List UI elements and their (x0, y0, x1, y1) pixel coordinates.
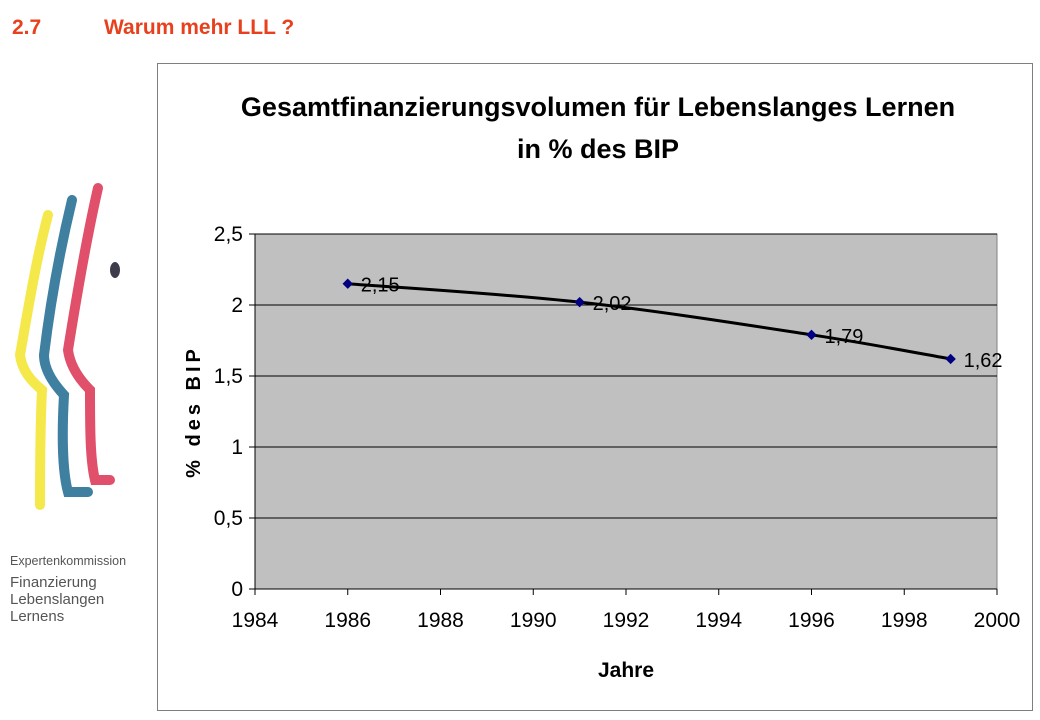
data-point-marker (806, 329, 817, 341)
x-tick-label: 1998 (881, 609, 928, 632)
section-title: Warum mehr LLL ? (104, 16, 295, 39)
axes: 0 0,5 1 1,5 2 2,5 1984 1986 1988 1990 1992 1994 1996… (214, 223, 1021, 632)
section-number: 2.7 (12, 16, 42, 39)
x-tick-label: 1994 (695, 609, 742, 632)
logo-line-4: Lernens (10, 608, 65, 625)
y-tick-label: 1 (231, 436, 243, 459)
data-label: 2,02 (593, 293, 632, 315)
x-tick-label: 1990 (510, 609, 557, 632)
chart-title-line-1: Gesamtfinanzierungsvolumen für Lebenslan… (241, 92, 955, 122)
y-tick-label: 0 (231, 578, 243, 601)
logo-line-1: Expertenkommission (10, 554, 127, 568)
data-point-marker (945, 353, 956, 365)
y-tick-label: 2 (231, 294, 243, 317)
series-line-path (347, 282, 951, 361)
y-axis-title: % des BIP (183, 345, 205, 478)
y-tick-label: 1,5 (214, 365, 243, 388)
x-axis-title: Jahre (598, 659, 654, 682)
x-tick-label: 2000 (974, 609, 1021, 632)
data-label: 1,79 (825, 326, 864, 348)
logo-text: Expertenkommission Finanzierung Lebensla… (10, 554, 126, 625)
data-label: 1,62 (964, 350, 1003, 372)
x-tick-label: 1992 (603, 609, 650, 632)
x-tick-label: 1984 (232, 609, 279, 632)
data-point-marker (574, 296, 585, 308)
data-label: 2,15 (361, 275, 400, 297)
slide-heading: 2.7 Warum mehr LLL ? (12, 16, 294, 40)
y-tick-label: 0,5 (214, 507, 243, 530)
gridlines (255, 233, 997, 519)
logo-blue-stroke (38, 195, 93, 497)
y-tick-label: 2,5 (214, 223, 243, 246)
line-chart: Gesamtfinanzierungsvolumen für Lebenslan… (183, 92, 1021, 682)
commission-logo (14, 183, 120, 510)
series-line: 2,15 2,02 1,79 1,62 (342, 275, 1003, 372)
logo-line-3: Lebenslangen (10, 591, 105, 608)
data-point-marker (342, 278, 353, 289)
x-tick-label: 1986 (324, 609, 371, 632)
logo-yellow-stroke (14, 210, 53, 510)
logo-dot (110, 262, 120, 278)
x-tick-label: 1988 (417, 609, 464, 632)
chart-frame: Gesamtfinanzierungsvolumen für Lebenslan… (157, 63, 1033, 711)
logo-red-stroke (62, 183, 115, 485)
chart-title-line-2: in % des BIP (517, 134, 679, 164)
logo-line-2: Finanzierung (10, 574, 97, 591)
x-tick-label: 1996 (788, 609, 835, 632)
